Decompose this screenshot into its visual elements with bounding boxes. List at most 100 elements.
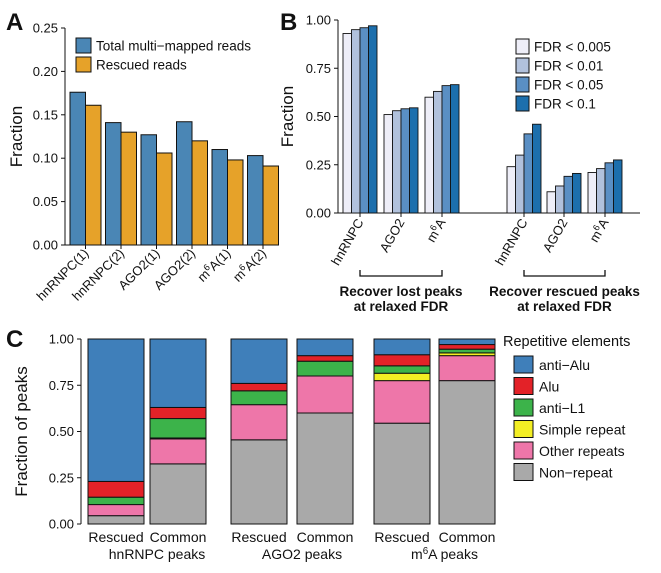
stack-hnrnpc-peaks-rescued-anti-l1 xyxy=(87,496,145,506)
y-tick-label: 0.00 xyxy=(306,206,331,221)
stack-m6a-peaks-rescued-other-repeats xyxy=(373,380,431,424)
bar-m6a-fdr-0-005 xyxy=(424,96,434,214)
legend-label-fdr-0-1: FDR < 0.1 xyxy=(534,97,596,112)
stack-m6a-peaks-common-non-repeat xyxy=(438,380,496,525)
x-tick-label-m6a-2: m6A(2) xyxy=(229,245,269,285)
bar-total-multi-mapped-reads-hnrnpc-1 xyxy=(69,91,86,246)
x-tick-label-m6a: m6A xyxy=(585,215,611,245)
x-tick-label-m6a-peaks-rescued: Rescued xyxy=(374,529,429,545)
bar-hnrnpc-fdr-0-05 xyxy=(359,27,369,214)
stack-hnrnpc-peaks-common-non-repeat xyxy=(149,463,207,525)
stack-ago2-peaks-common-non-repeat xyxy=(296,412,354,525)
panel-a: 0.000.050.100.150.200.25FractionhnRNPC(1… xyxy=(7,21,279,304)
bar-ago2-fdr-0-005 xyxy=(383,114,393,214)
bar-hnrnpc-fdr-0-1 xyxy=(368,25,378,214)
y-tick-label: 0.75 xyxy=(49,378,74,393)
legend-label-fdr-0-01: FDR < 0.01 xyxy=(534,59,603,74)
stack-m6a-peaks-common-anti-alu xyxy=(438,338,496,346)
bar-rescued-reads-ago2-1 xyxy=(156,152,173,246)
bar-hnrnpc-fdr-0-05 xyxy=(523,133,533,214)
y-tick-label: 0.25 xyxy=(49,470,74,485)
bar-rescued-reads-hnrnpc-1 xyxy=(85,104,102,246)
x-tick-label-hnrnpc-peaks-rescued: Rescued xyxy=(88,529,143,545)
legend-swatch-anti-l1 xyxy=(513,398,534,417)
legend-label-fdr-0-05: FDR < 0.05 xyxy=(534,78,603,93)
y-tick-label: 0.25 xyxy=(33,21,58,36)
panel-label-c: C xyxy=(6,326,23,353)
group-bracket xyxy=(359,270,443,277)
group-label-hnrnpc-ago2-m6a-line0: Recover rescued peaks xyxy=(489,284,640,299)
y-tick-label: 1.00 xyxy=(306,13,331,28)
stack-m6a-peaks-rescued-anti-alu xyxy=(373,338,431,356)
y-tick-label: 0.50 xyxy=(49,424,74,439)
group-label-ago2-peaks: AGO2 peaks xyxy=(262,546,342,562)
panel-c: 0.00 0.25 0.50 0.75 1.00 Fraction of peaks Res… xyxy=(12,332,630,563)
legend-swatch-total-multi-mapped-reads xyxy=(75,37,92,54)
stack-ago2-peaks-common-anti-l1 xyxy=(296,360,354,377)
legend-swatch-alu xyxy=(513,377,534,395)
y-tick-label: 0.25 xyxy=(306,157,331,172)
stack-m6a-peaks-common-other-repeats xyxy=(438,355,496,382)
bar-ago2-fdr-0-1 xyxy=(409,107,419,214)
legend-label-fdr-0-005: FDR < 0.005 xyxy=(534,40,611,55)
legend-label-total-multi-mapped-reads: Total multi−mapped reads xyxy=(96,39,251,54)
bar-ago2-fdr-0-005 xyxy=(546,191,556,214)
bar-ago2-fdr-0-05 xyxy=(563,175,573,214)
y-tick-label: 0.00 xyxy=(33,238,58,253)
bar-m6a-fdr-0-01 xyxy=(596,168,606,214)
y-tick-label: 0.20 xyxy=(33,64,58,79)
bar-ago2-fdr-0-01 xyxy=(555,185,565,214)
panel-b: 0.00 0.25 0.50 0.75 1.00 Fraction hnRNPC AGO2 m6… xyxy=(278,13,640,314)
bar-hnrnpc-fdr-0-1 xyxy=(532,123,542,214)
stack-hnrnpc-peaks-rescued-alu xyxy=(87,480,145,498)
y-tick-label: 0.10 xyxy=(33,151,58,166)
y-tick-label: 0.05 xyxy=(33,194,58,209)
bar-hnrnpc-fdr-0-01 xyxy=(515,154,525,214)
stack-hnrnpc-peaks-common-other-repeats xyxy=(149,438,207,465)
stack-hnrnpc-peaks-common-anti-alu xyxy=(149,338,207,408)
stack-m6a-peaks-rescued-simple-repeat xyxy=(373,372,431,382)
stack-m6a-peaks-common-anti-l1 xyxy=(438,348,496,354)
panel-label-b: B xyxy=(280,9,297,36)
legend-swatch-non-repeat xyxy=(513,463,534,481)
x-tick-label-m6a-peaks-common: Common xyxy=(439,529,496,545)
group-label-hnrnpc-ago2-m6a-line1: at relaxed FDR xyxy=(517,299,612,314)
legend-swatch-rescued-reads xyxy=(75,56,92,73)
y-axis-label: Fraction xyxy=(7,106,26,167)
bar-total-multi-mapped-reads-m6a-1 xyxy=(211,149,228,246)
stack-m6a-peaks-rescued-alu xyxy=(373,354,431,367)
y-tick-label: 0.75 xyxy=(306,61,331,76)
legend-swatch-simple-repeat xyxy=(513,420,534,438)
bar-m6a-fdr-0-05 xyxy=(604,162,614,214)
bar-rescued-reads-hnrnpc-2 xyxy=(120,131,137,246)
bar-m6a-fdr-0-1 xyxy=(450,84,460,214)
bar-m6a-fdr-0-1 xyxy=(613,159,623,214)
stack-ago2-peaks-rescued-anti-l1 xyxy=(230,390,288,406)
legend-swatch-fdr-0-01 xyxy=(515,57,530,74)
y-tick-label: 1.00 xyxy=(49,332,74,347)
bar-total-multi-mapped-reads-m6a-2 xyxy=(247,155,264,246)
stack-ago2-peaks-rescued-other-repeats xyxy=(230,404,288,441)
legend-label-anti-l1: anti−L1 xyxy=(539,400,586,416)
bar-hnrnpc-fdr-0-005 xyxy=(506,166,516,214)
legend-label-rescued-reads: Rescued reads xyxy=(96,58,187,73)
bar-total-multi-mapped-reads-ago2-2 xyxy=(176,121,193,246)
bar-rescued-reads-m6a-1 xyxy=(227,159,244,246)
stack-hnrnpc-peaks-rescued-anti-alu xyxy=(87,338,145,482)
stack-m6a-peaks-rescued-anti-l1 xyxy=(373,365,431,374)
stack-hnrnpc-peaks-rescued-non-repeat xyxy=(87,515,145,525)
bar-m6a-fdr-0-005 xyxy=(587,172,597,214)
x-tick-label-ago2-peaks-common: Common xyxy=(297,529,354,545)
x-tick-label-m6a-1: m6A(1) xyxy=(194,245,234,285)
legend-swatch-anti-alu xyxy=(513,355,534,374)
group-label-hnrnpc-peaks: hnRNPC peaks xyxy=(109,546,206,562)
y-axis-label: Fraction xyxy=(278,86,297,147)
x-tick-label-ago2: AGO2 xyxy=(540,216,571,255)
bar-ago2-fdr-0-05 xyxy=(400,108,410,214)
stack-ago2-peaks-common-anti-alu xyxy=(296,338,354,357)
x-tick-label-hnrnpc: hnRNPC xyxy=(328,216,367,268)
legend-swatch-fdr-0-1 xyxy=(515,95,530,112)
group-bracket xyxy=(523,270,606,277)
group-label-m6a-peaks: m6A peaks xyxy=(411,546,478,563)
